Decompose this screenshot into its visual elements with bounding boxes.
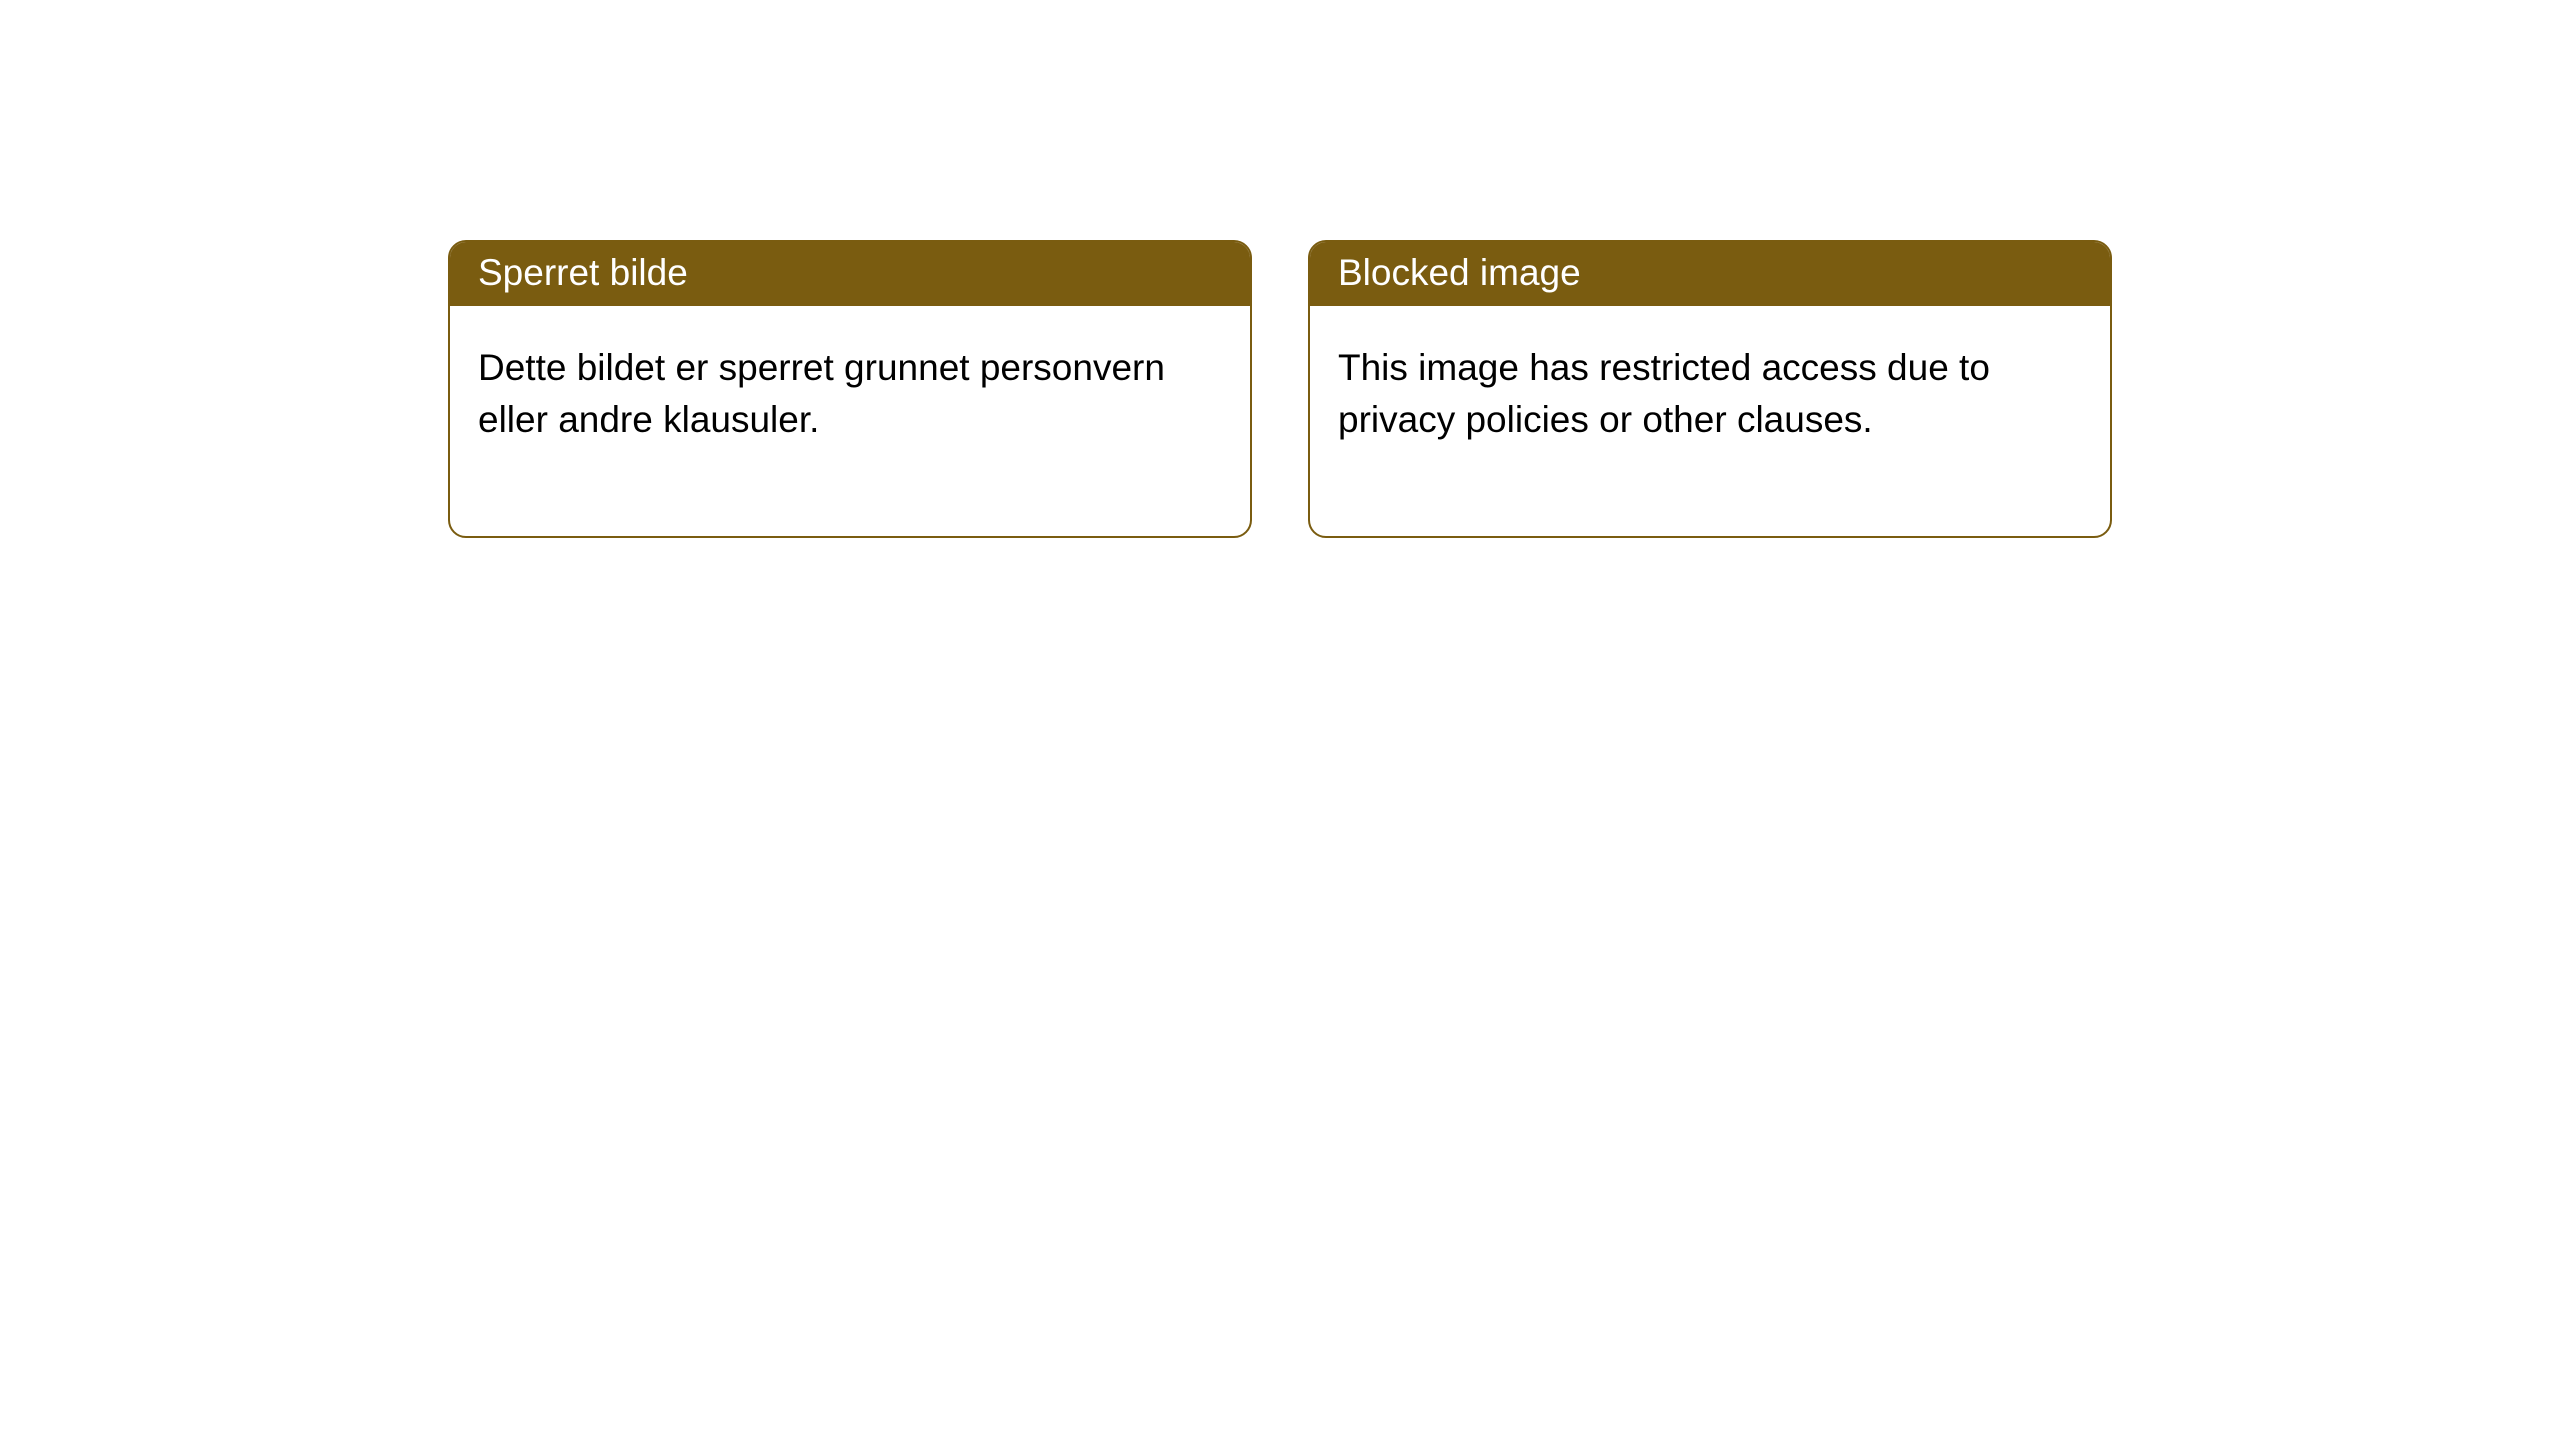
notice-card-english: Blocked image This image has restricted … [1308, 240, 2112, 538]
notice-header: Sperret bilde [450, 242, 1250, 306]
notice-body: Dette bildet er sperret grunnet personve… [450, 306, 1250, 536]
notice-container: Sperret bilde Dette bildet er sperret gr… [0, 0, 2560, 538]
notice-body: This image has restricted access due to … [1310, 306, 2110, 536]
notice-card-norwegian: Sperret bilde Dette bildet er sperret gr… [448, 240, 1252, 538]
notice-header: Blocked image [1310, 242, 2110, 306]
